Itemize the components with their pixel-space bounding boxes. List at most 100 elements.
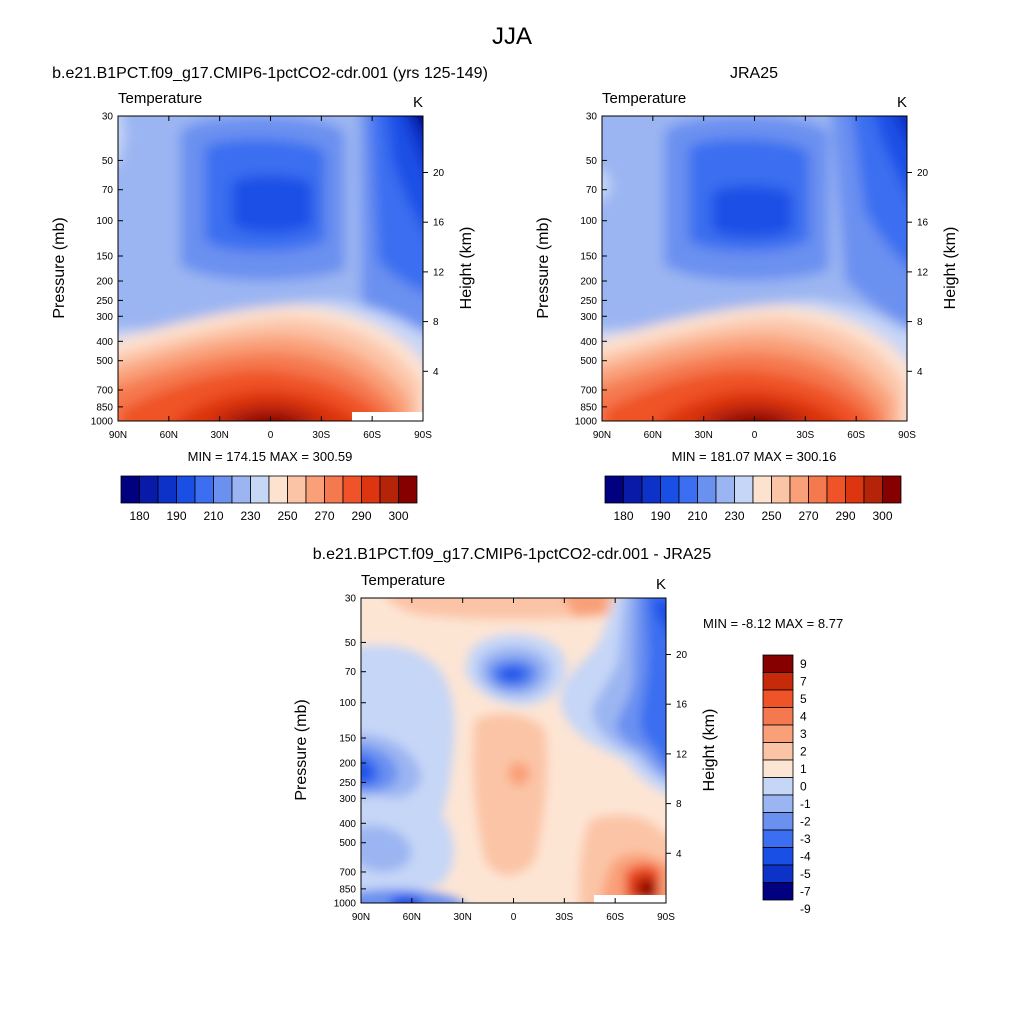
panel-difference-units-label: K: [656, 576, 666, 593]
colorbar-swatch: [789, 475, 809, 504]
colorbar-label: 5: [800, 692, 807, 706]
colorbar-label: -7: [800, 884, 811, 898]
y-tick-label: 50: [345, 638, 357, 649]
contour-band: [414, 116, 423, 130]
panel-model-colorbar: 180 190 210 230 250 270 290 300: [120, 475, 418, 523]
y-tick-label: 250: [96, 296, 113, 307]
colorbar-swatch: [762, 812, 794, 831]
colorbar-swatch: [361, 475, 381, 504]
colorbar-swatch: [762, 794, 794, 813]
y-tick-label: 500: [96, 356, 113, 367]
y-tick-label: 1000: [91, 417, 114, 428]
colorbar-swatch: [398, 475, 418, 504]
y-tick-label: 50: [102, 156, 114, 167]
colorbar-swatch: [231, 475, 251, 504]
contour-band: [386, 116, 423, 230]
contour-band: [602, 170, 612, 200]
contour-band: [508, 762, 530, 786]
missing-data-mask: [352, 412, 423, 421]
colorbar-label: 7: [800, 674, 807, 688]
colorbar-swatch: [660, 475, 680, 504]
y-right-tick-label: 4: [676, 849, 682, 860]
colorbar-swatch: [762, 882, 794, 901]
colorbar-label: 210: [203, 509, 223, 523]
y-tick-label: 100: [96, 216, 113, 227]
y-tick-label: 50: [586, 156, 598, 167]
colorbar-label: 230: [724, 509, 744, 523]
colorbar-label: -2: [800, 814, 811, 828]
colorbar-swatch: [762, 864, 794, 883]
colorbar-label: 270: [798, 509, 818, 523]
panel-model-units-label: K: [413, 94, 423, 111]
contour-band: [361, 825, 412, 872]
colorbar-swatch: [697, 475, 717, 504]
colorbar-swatch: [213, 475, 233, 504]
y-tick-label: 1000: [575, 417, 598, 428]
panel-difference-stats: MIN = -8.12 MAX = 8.77: [703, 616, 843, 631]
x-tick-label: 30N: [694, 430, 712, 441]
x-tick-label: 60N: [160, 430, 178, 441]
colorbar-swatch: [808, 475, 828, 504]
panel-obs-stats: MIN = 181.07 MAX = 300.16: [672, 449, 837, 464]
x-tick-label: 60S: [363, 430, 381, 441]
colorbar-label: 2: [800, 744, 807, 758]
colorbar-label: 210: [687, 509, 707, 523]
colorbar-swatch: [641, 475, 661, 504]
colorbar-label: 190: [650, 509, 670, 523]
panel-model-stats: MIN = 174.15 MAX = 300.59: [188, 449, 353, 464]
panel-difference-contour-field: [361, 598, 666, 903]
panel-obs-title: JRA25: [730, 65, 778, 82]
x-tick-label: 60S: [847, 430, 865, 441]
y-tick-label: 850: [580, 402, 597, 413]
contour-band: [564, 598, 609, 618]
panel-model: b.e21.B1PCT.f09_g17.CMIP6-1pctCO2-cdr.00…: [51, 65, 488, 464]
contour-band: [403, 116, 423, 167]
contour-band: [210, 403, 328, 421]
contour-band: [640, 881, 655, 898]
x-tick-label: 90S: [414, 430, 432, 441]
colorbar-swatch: [762, 672, 794, 691]
y-right-tick-label: 4: [917, 367, 923, 378]
x-tick-label: 30S: [555, 912, 573, 923]
panel-obs-y-axis-right-label: Height (km): [942, 227, 959, 310]
y-right-tick-label: 16: [433, 218, 445, 229]
colorbar-swatch: [762, 847, 794, 866]
colorbar-swatch: [194, 475, 214, 504]
panel-model-y-axis-right-label: Height (km): [458, 227, 475, 310]
colorbar-label: 250: [277, 509, 297, 523]
y-tick-label: 400: [580, 337, 597, 348]
panel-model-title: b.e21.B1PCT.f09_g17.CMIP6-1pctCO2-cdr.00…: [52, 65, 488, 82]
x-tick-label: 0: [268, 430, 274, 441]
colorbar-label: 190: [166, 509, 186, 523]
contour-band: [895, 116, 907, 141]
y-right-tick-label: 20: [917, 168, 929, 179]
panel-obs-axes: 90N 60N 30N 0 30S 60S 90S 30 50 70 100 150 200 250 300…: [575, 112, 929, 442]
panel-difference-y-axis-right-label: Height (km): [701, 709, 718, 792]
colorbar-label: -9: [800, 902, 811, 916]
y-right-tick-label: 8: [676, 799, 682, 810]
y-tick-label: 700: [339, 867, 356, 878]
colorbar-label: 250: [761, 509, 781, 523]
colorbar-label: 230: [240, 509, 260, 523]
y-tick-label: 500: [580, 356, 597, 367]
colorbar-label: -1: [800, 797, 811, 811]
colorbar-label: 1: [800, 762, 807, 776]
y-tick-label: 200: [339, 759, 356, 770]
y-tick-label: 300: [339, 794, 356, 805]
colorbar-swatch: [762, 707, 794, 726]
y-tick-label: 850: [96, 402, 113, 413]
contour-band: [387, 598, 618, 620]
colorbar-swatch: [762, 689, 794, 708]
colorbar-swatch: [863, 475, 883, 504]
y-right-tick-label: 12: [433, 267, 445, 278]
x-tick-label: 0: [511, 912, 517, 923]
colorbar-swatch: [379, 475, 399, 504]
colorbar-swatch: [762, 654, 794, 673]
y-tick-label: 250: [339, 778, 356, 789]
panel-model-y-axis-label: Pressure (mb): [51, 217, 68, 318]
colorbar-swatch: [762, 829, 794, 848]
y-tick-label: 700: [96, 385, 113, 396]
colorbar-label: 270: [314, 509, 334, 523]
contour-band: [118, 116, 125, 165]
